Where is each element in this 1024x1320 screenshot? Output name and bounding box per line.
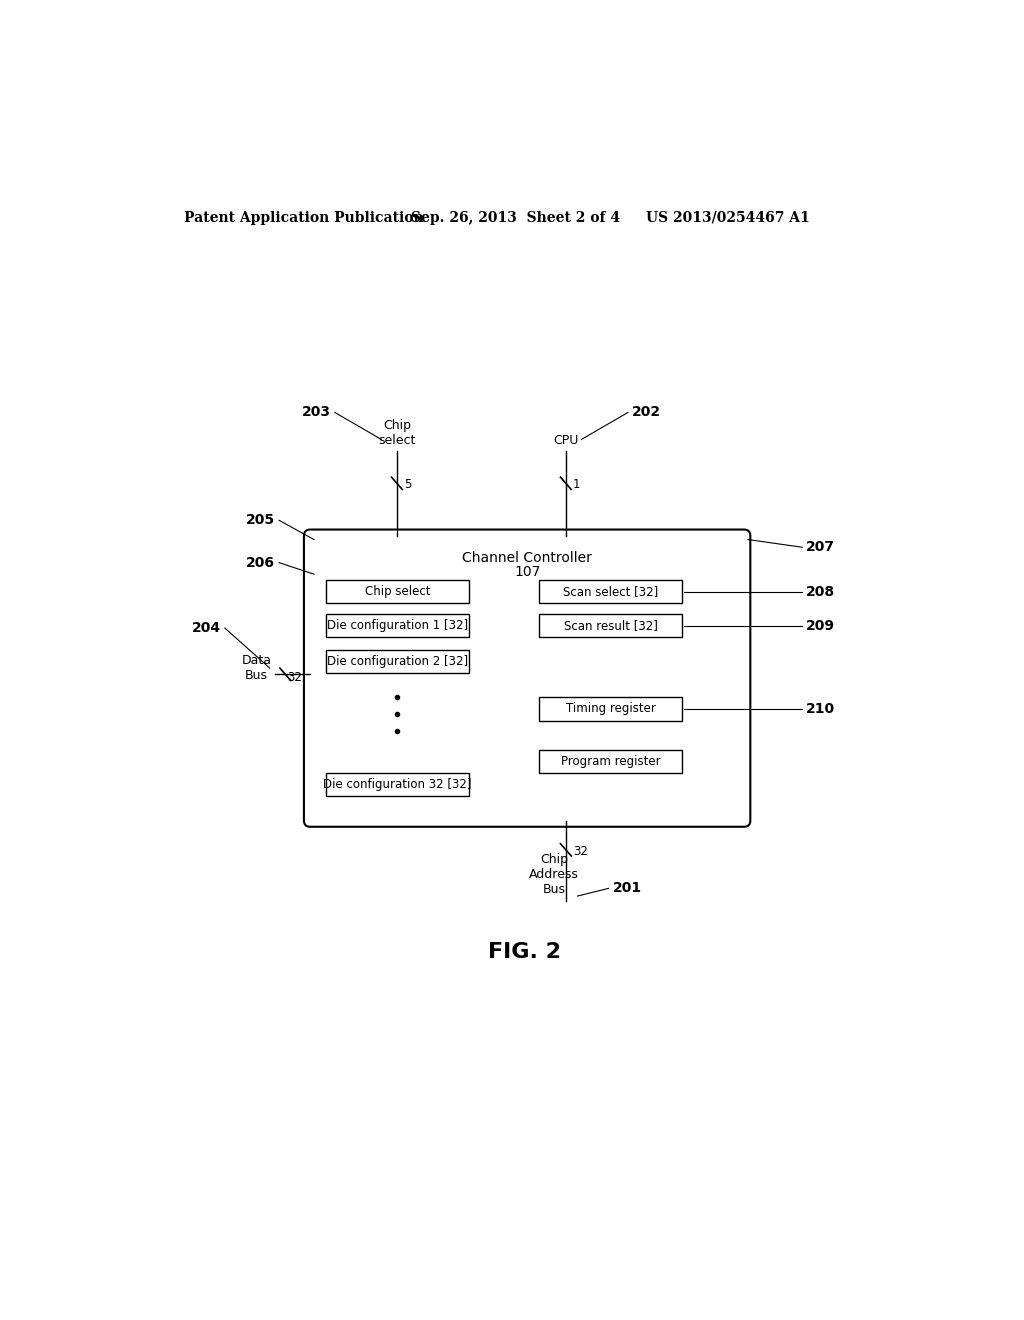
FancyBboxPatch shape	[326, 581, 469, 603]
Text: FIG. 2: FIG. 2	[488, 941, 561, 961]
Text: Timing register: Timing register	[565, 702, 655, 715]
Text: Chip select: Chip select	[365, 585, 430, 598]
Text: Scan select [32]: Scan select [32]	[563, 585, 658, 598]
Text: 209: 209	[806, 619, 836, 632]
Text: 208: 208	[806, 585, 836, 599]
FancyBboxPatch shape	[539, 750, 682, 774]
Text: 206: 206	[246, 556, 275, 570]
Text: Chip
Address
Bus: Chip Address Bus	[529, 853, 580, 896]
Text: 5: 5	[403, 478, 412, 491]
Text: CPU: CPU	[553, 434, 579, 447]
Text: Channel Controller: Channel Controller	[462, 552, 592, 565]
Text: 203: 203	[302, 405, 331, 420]
Text: US 2013/0254467 A1: US 2013/0254467 A1	[646, 211, 809, 224]
Text: 207: 207	[806, 540, 836, 554]
Text: Patent Application Publication: Patent Application Publication	[183, 211, 424, 224]
Text: 204: 204	[191, 622, 221, 635]
FancyBboxPatch shape	[539, 581, 682, 603]
Text: 32: 32	[572, 845, 588, 858]
Text: Die configuration 1 [32]: Die configuration 1 [32]	[327, 619, 468, 632]
Text: 1: 1	[572, 478, 581, 491]
Text: Program register: Program register	[560, 755, 660, 768]
FancyBboxPatch shape	[326, 774, 469, 796]
FancyBboxPatch shape	[304, 529, 751, 826]
FancyBboxPatch shape	[539, 614, 682, 638]
Text: Chip
select: Chip select	[378, 420, 416, 447]
Text: 202: 202	[632, 405, 660, 420]
Text: Sep. 26, 2013  Sheet 2 of 4: Sep. 26, 2013 Sheet 2 of 4	[411, 211, 620, 224]
Text: 201: 201	[612, 882, 641, 895]
Text: 32: 32	[287, 671, 302, 684]
Text: Die configuration 2 [32]: Die configuration 2 [32]	[327, 655, 468, 668]
Text: Die configuration 32 [32]: Die configuration 32 [32]	[323, 777, 472, 791]
FancyBboxPatch shape	[539, 697, 682, 721]
Text: Data
Bus: Data Bus	[242, 655, 271, 682]
Text: 210: 210	[806, 702, 836, 715]
Text: Scan result [32]: Scan result [32]	[563, 619, 657, 632]
FancyBboxPatch shape	[326, 649, 469, 673]
FancyBboxPatch shape	[326, 614, 469, 638]
Text: 205: 205	[246, 513, 275, 527]
Text: 107: 107	[514, 565, 541, 579]
